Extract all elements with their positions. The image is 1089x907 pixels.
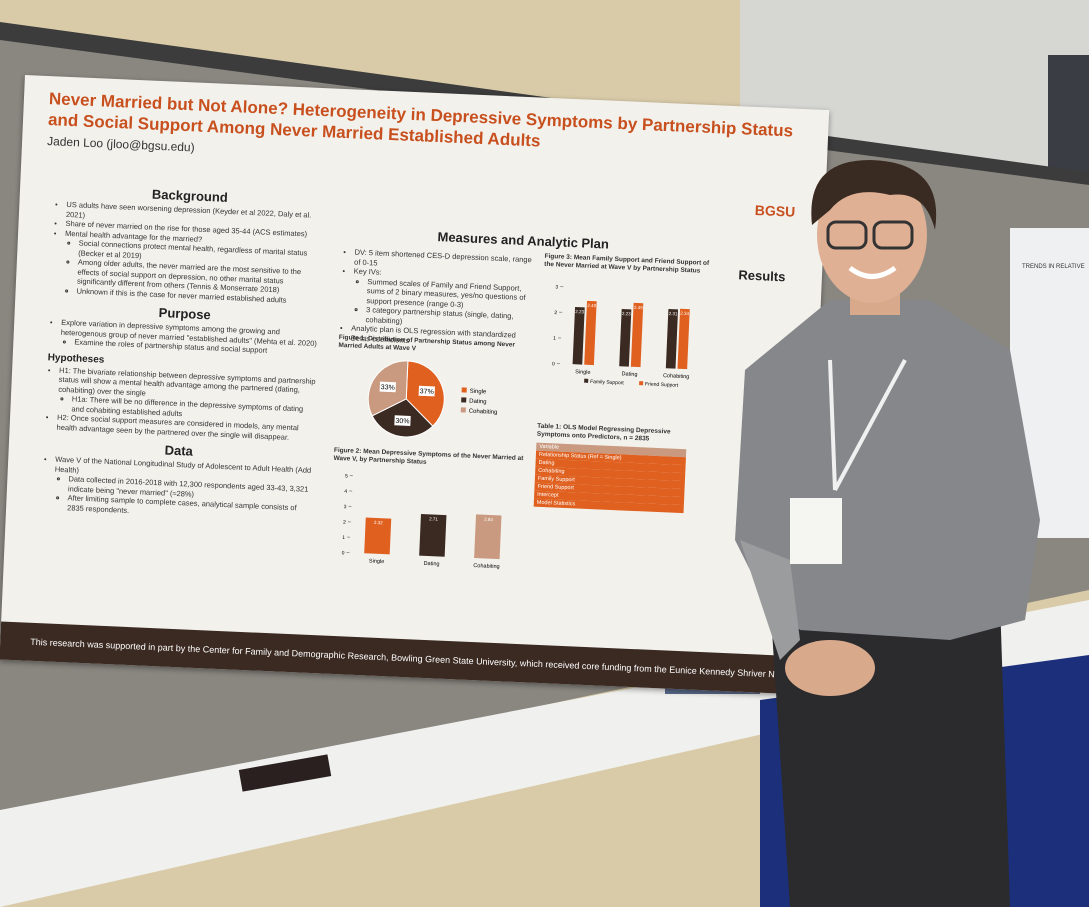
y-tick-label: 2 [554, 310, 557, 316]
bar [584, 300, 597, 366]
legend-swatch [584, 378, 589, 383]
slice-label: 37% [420, 388, 434, 396]
figure1: 37% Single 30% Dating 33% Cohabiting [367, 360, 498, 438]
x-tick-label: Cohabiting [473, 563, 500, 570]
x-tick-label: Single [575, 369, 591, 376]
y-tick-label: 3 [344, 504, 347, 510]
bar [677, 308, 690, 370]
legend-swatch [639, 381, 644, 386]
x-tick-label: Single [369, 558, 385, 565]
smile [848, 265, 897, 279]
lanyard [828, 359, 907, 491]
figure3: 0123Single2.232.49Dating2.232.49Cohabiti… [552, 284, 690, 389]
y-tick-label: 3 [555, 284, 558, 290]
bar [419, 513, 447, 557]
bar-label: 2.49 [634, 305, 643, 310]
legend-swatch [461, 387, 467, 393]
legend-label: Dating [469, 399, 487, 406]
bar-label: 2.23 [622, 311, 631, 316]
bar [665, 308, 679, 369]
slice-label: 30% [395, 418, 409, 426]
legend-label: Cohabiting [469, 409, 498, 416]
bar-label: 2.71 [429, 516, 438, 521]
y-tick-label: 5 [345, 473, 348, 479]
face [817, 167, 927, 303]
bar [364, 517, 392, 555]
bar [572, 306, 585, 365]
slice-label: 33% [381, 384, 395, 392]
y-tick-label: 1 [553, 336, 556, 342]
x-tick-label: Dating [621, 371, 637, 378]
legend-label: Single [469, 389, 487, 396]
label-box [379, 381, 397, 393]
glasses [826, 220, 868, 250]
glasses [872, 220, 914, 250]
legend-label: Friend Support [645, 381, 679, 388]
legend-label: Family Support [590, 379, 624, 386]
bar [630, 302, 644, 368]
x-tick-label: Dating [423, 561, 439, 568]
bar-label: 2.49 [587, 303, 596, 308]
y-tick-label: 1 [342, 535, 345, 541]
legend-swatch [460, 407, 466, 413]
y-tick-label: 0 [552, 361, 555, 367]
label-box [418, 385, 435, 397]
label-box [394, 415, 411, 426]
legend-swatch [461, 397, 467, 403]
bar [474, 514, 502, 560]
badge [790, 498, 842, 564]
bar-label: 2.34 [680, 311, 689, 316]
bar-label: 2.32 [374, 520, 383, 525]
y-tick-label: 0 [342, 550, 345, 556]
side-sign: TRENDS IN RELATIVE [1022, 264, 1085, 270]
bar-label: 2.84 [484, 517, 493, 522]
bar-label: 2.23 [575, 309, 584, 314]
poster: Never Married but Not Alone? Heterogenei… [0, 75, 830, 695]
bar [619, 309, 632, 367]
sleeve [740, 540, 800, 660]
phone [238, 754, 332, 792]
y-tick-label: 2 [343, 519, 346, 525]
figure2: 0 1 2 3 4 5 Single 2.32 Dating 2.71 Cohabiting 2.84 [342, 473, 502, 570]
x-tick-label: Cohabiting [663, 373, 690, 380]
bar-label: 2.31 [669, 311, 678, 316]
hands [785, 640, 875, 696]
y-tick-label: 4 [344, 489, 347, 495]
hair [811, 160, 937, 230]
